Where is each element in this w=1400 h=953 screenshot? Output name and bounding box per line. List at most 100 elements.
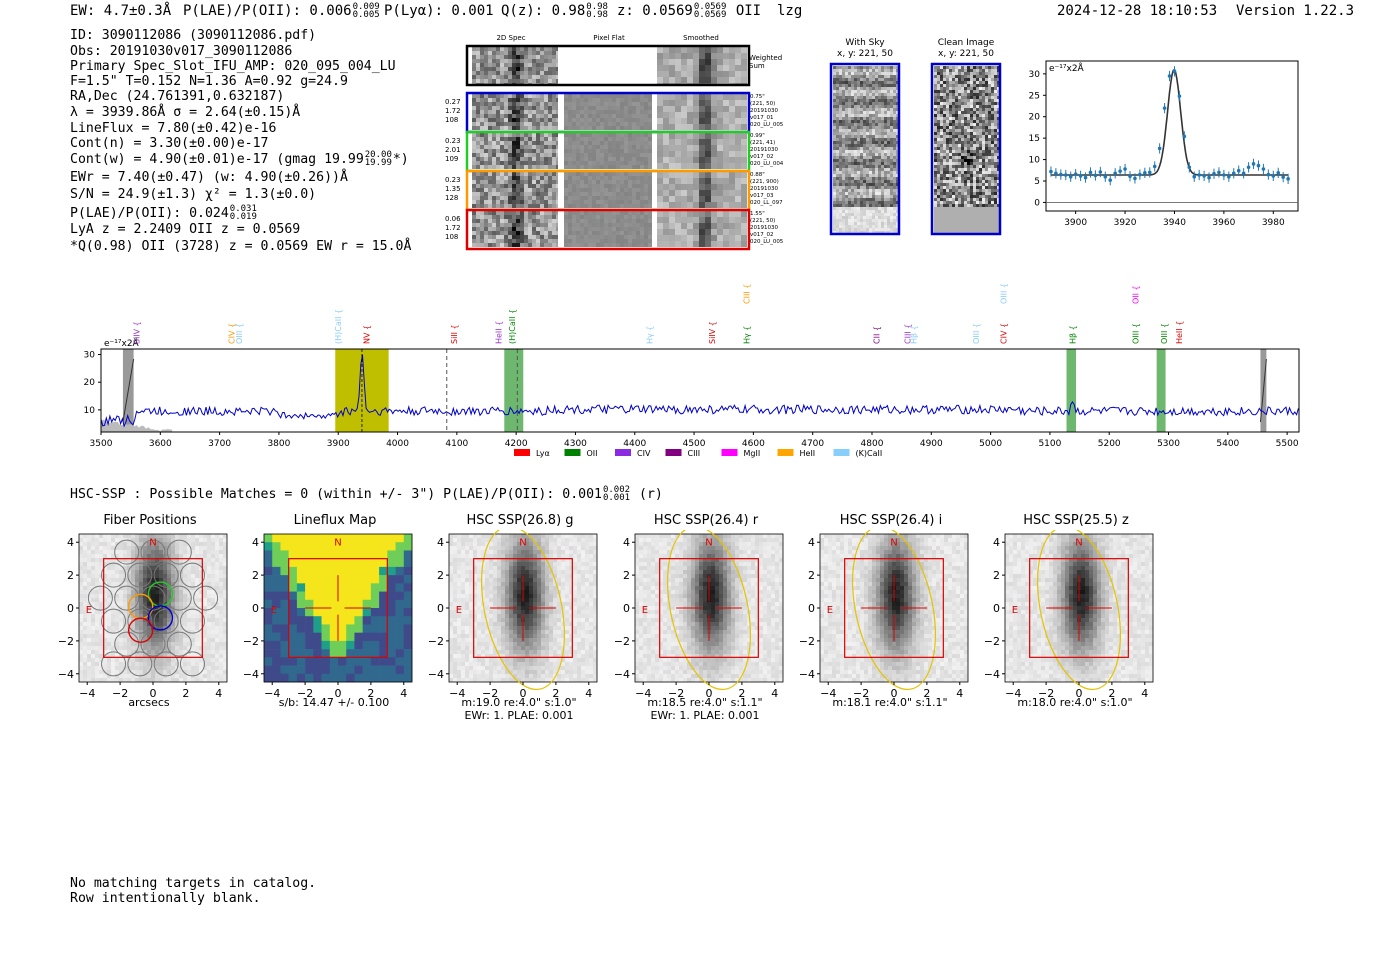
hsc-pixel <box>155 626 159 630</box>
hsc-pixel <box>191 646 195 650</box>
hsc-pixel <box>183 578 187 582</box>
fiber-circle <box>101 651 127 677</box>
hsc-pixel <box>577 598 581 602</box>
hsc-pixel <box>561 566 565 570</box>
hsc-pixel <box>651 598 655 602</box>
hsc-pixel <box>569 646 573 650</box>
hsc-pixel <box>493 622 497 626</box>
hsc-pixel <box>577 558 581 562</box>
hsc-pixel <box>593 630 597 634</box>
hsc-pixel <box>663 666 667 670</box>
hsc-pixel <box>167 546 171 550</box>
hsc-pixel <box>119 658 123 662</box>
hsc-pixel <box>107 662 111 666</box>
hsc-pixel <box>87 582 91 586</box>
hsc-pixel <box>493 582 497 586</box>
hsc-pixel <box>683 630 687 634</box>
info-lya: LyA z = 2.2409 OII z = 0.0569 <box>70 222 301 237</box>
hsc-pixel <box>219 610 223 614</box>
hsc-pixel <box>167 598 171 602</box>
hsc-pixel <box>767 574 771 578</box>
hsc-pixel <box>743 646 747 650</box>
hsc-pixel <box>155 550 159 554</box>
hsc-pixel <box>840 534 844 538</box>
hsc-pixel <box>545 566 549 570</box>
lineflux-pixel <box>264 534 273 543</box>
hsc-pixel <box>179 558 183 562</box>
hsc-pixel <box>211 670 215 674</box>
cutout-row-left-value: 1.72 <box>445 107 461 115</box>
hsc-pixel <box>545 638 549 642</box>
hsc-pixel <box>639 610 643 614</box>
hsc-pixel <box>739 602 743 606</box>
hsc-pixel <box>497 610 501 614</box>
hsc-pixel <box>517 610 521 614</box>
hsc-pixel <box>489 678 493 682</box>
hsc-pixel <box>779 590 783 594</box>
hsc-pixel <box>663 562 667 566</box>
spec-xtick-label: 5000 <box>979 439 1002 449</box>
hsc-pixel <box>87 658 91 662</box>
hsc-pixel <box>667 550 671 554</box>
hsc-pixel <box>95 562 99 566</box>
lineflux-pixel <box>362 657 372 666</box>
hsc-pixel <box>541 634 545 638</box>
fiber-circle-blue <box>147 605 174 631</box>
hsc-pixel <box>771 622 775 626</box>
fit-data-point <box>1187 165 1192 170</box>
hsc-pixel <box>707 546 711 550</box>
hsc-pixel <box>569 590 573 594</box>
hsc-pixel <box>199 534 203 538</box>
hsc-pixel <box>497 542 501 546</box>
hsc-pixel <box>573 670 577 674</box>
hsc-pixel <box>187 550 191 554</box>
hsc-pixel <box>167 662 171 666</box>
hsc-pixel <box>143 666 147 670</box>
hsc-pixel <box>771 610 775 614</box>
hsc-pixel <box>647 634 651 638</box>
hsc-pixel <box>557 554 561 558</box>
hsc-pixel <box>111 638 115 642</box>
hsc-pixel <box>651 554 655 558</box>
hsc-pixel <box>195 590 199 594</box>
hsc-pixel <box>593 602 597 606</box>
hsc-pixel <box>643 634 647 638</box>
hsc-pixel <box>711 638 715 642</box>
hsc-pixel <box>509 534 513 538</box>
hsc-pixel <box>477 634 481 638</box>
hsc-pixel <box>517 594 521 598</box>
hsc-pixel <box>171 674 175 678</box>
hsc-pixel <box>183 618 187 622</box>
hsc-pixel <box>489 646 493 650</box>
hsc-pixel <box>505 662 509 666</box>
cutout-row-right-0: 0.75" (221, 50) 20191030 v017_01 020_LU_005 <box>750 94 783 129</box>
hsc-pixel <box>517 582 521 586</box>
hsc-pixel <box>763 678 767 682</box>
hsc-pixel <box>695 582 699 586</box>
spec-plot-frame <box>100 348 1300 433</box>
hsc-pixel <box>727 566 731 570</box>
lineflux-pixel <box>280 566 289 576</box>
hsc-pixel <box>727 650 731 654</box>
hsc-pixel <box>203 626 207 630</box>
hsc-pixel <box>679 650 683 654</box>
hsc-pixel <box>477 546 481 550</box>
hsc-pixel <box>163 638 167 642</box>
hsc-pixel <box>143 678 147 682</box>
sky-frame-withsky <box>829 62 901 236</box>
hsc-pixel <box>163 578 167 582</box>
hsc-pixel <box>589 626 593 630</box>
hsc-pixel <box>667 566 671 570</box>
hsc-pixel <box>203 650 207 654</box>
hsc-pixel <box>195 602 199 606</box>
hsc-pixel <box>577 542 581 546</box>
hsc-pixel <box>195 622 199 626</box>
hsc-pixel <box>553 650 557 654</box>
hsc-pixel <box>635 534 639 538</box>
hsc-pixel <box>79 546 83 550</box>
hsc-pixel <box>175 610 179 614</box>
hsc-panel-title: Lineflux Map <box>293 513 377 528</box>
hsc-pixel <box>151 546 155 550</box>
hsc-pixel <box>151 638 155 642</box>
hsc-pixel <box>505 558 509 562</box>
